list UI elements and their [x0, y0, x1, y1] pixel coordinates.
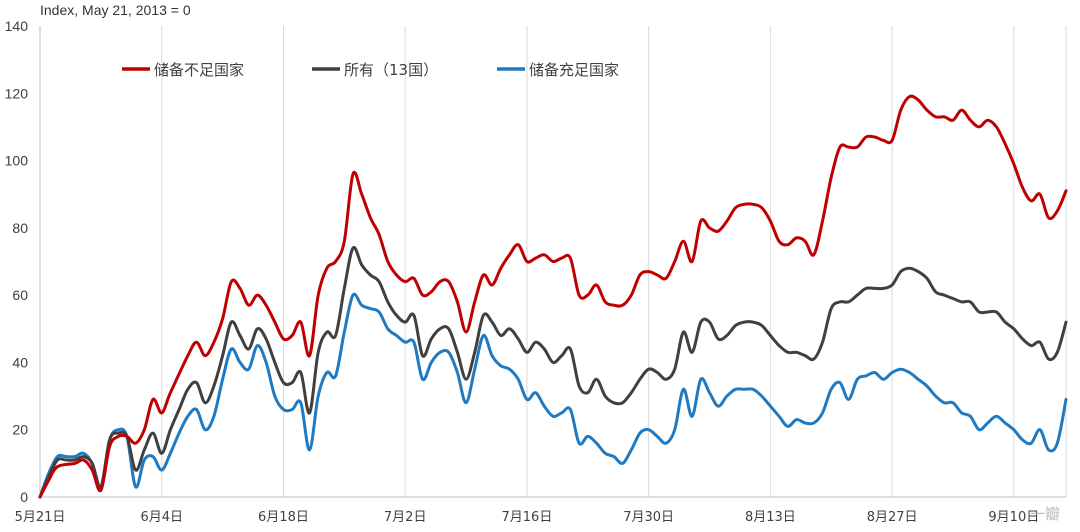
watermark-text: 一瓣 — [1029, 505, 1060, 523]
x-tick-label: 7月2日 — [384, 510, 427, 525]
x-tick-label: 9月10日 — [988, 510, 1039, 525]
y-tick-label: 60 — [12, 287, 28, 303]
series-line-2 — [38, 292, 1068, 499]
axes — [39, 26, 1066, 498]
legend-label-1: 所有（13国） — [344, 61, 438, 79]
x-tick-label: 7月16日 — [502, 510, 553, 525]
x-tick-label: 6月18日 — [258, 510, 309, 525]
legend-label-0: 储备不足国家 — [154, 61, 244, 79]
x-tick-label: 8月27日 — [867, 510, 918, 525]
x-tick-label: 6月4日 — [140, 510, 183, 525]
x-tick-label: 8月13日 — [745, 510, 796, 525]
y-tick-label: 20 — [12, 422, 28, 438]
x-tick-label: 7月30日 — [623, 510, 674, 525]
y-tick-label: 140 — [5, 18, 29, 34]
series-line-0 — [38, 94, 1068, 499]
x-tick-label: 5月21日 — [15, 510, 66, 525]
x-tick-labels: 5月21日 6月4日 6月18日 7月2日 7月16日 7月30日 8月13日 8月27日 9月… — [15, 510, 1040, 525]
series-lines — [38, 94, 1068, 499]
series-line-1 — [38, 245, 1068, 499]
y-tick-label: 40 — [12, 354, 28, 370]
y-tick-label: 0 — [20, 489, 28, 505]
legend-label-2: 储备充足国家 — [529, 61, 619, 79]
y-tick-label: 100 — [5, 153, 29, 169]
y-axis-title: Index, May 21, 2013 = 0 — [40, 2, 191, 18]
y-tick-label: 80 — [12, 220, 28, 236]
legend: 储备不足国家 所有（13国） 储备充足国家 — [122, 61, 619, 79]
y-tick-label: 120 — [5, 85, 29, 101]
y-tick-labels: 0 20 40 60 80 100 120 140 — [5, 18, 29, 505]
